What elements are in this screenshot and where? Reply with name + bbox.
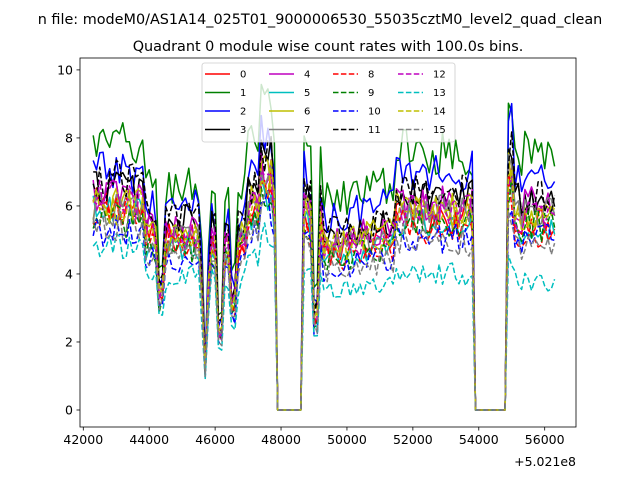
y-tick-label: 10 — [57, 62, 73, 77]
axes-title: Quadrant 0 module wise count rates with … — [133, 39, 524, 55]
legend-label: 13 — [433, 88, 446, 99]
legend-label: 1 — [240, 88, 246, 99]
y-tick-label: 6 — [65, 198, 73, 213]
legend-label: 6 — [304, 107, 310, 118]
x-axis: 42000 44000 46000 48000 50000 52000 54000 56000 — [63, 427, 565, 447]
x-tick-label: 48000 — [261, 432, 301, 447]
x-tick-label: 54000 — [459, 432, 499, 447]
x-tick-label: 52000 — [393, 432, 433, 447]
y-tick-label: 4 — [65, 266, 73, 281]
x-tick-label: 42000 — [63, 432, 103, 447]
legend-label: 4 — [304, 70, 310, 81]
x-tick-label: 56000 — [525, 432, 565, 447]
legend-frame — [201, 62, 456, 143]
plot-frame — [79, 57, 577, 428]
x-offset-label: +5.021e8 — [514, 454, 576, 469]
y-tick-label: 2 — [65, 334, 73, 349]
x-tick-label: 44000 — [129, 432, 169, 447]
y-tick-label: 0 — [65, 402, 73, 417]
x-tick-label: 46000 — [195, 432, 235, 447]
series-line-14 — [92, 158, 556, 411]
y-tick-label: 8 — [65, 130, 73, 145]
series-line-11 — [92, 131, 556, 411]
legend-label: 12 — [433, 70, 446, 81]
legend-label: 15 — [433, 125, 446, 136]
legend-label: 10 — [368, 107, 381, 118]
series-line-15 — [92, 190, 556, 411]
legend-label: 7 — [304, 125, 310, 136]
x-tick-label: 50000 — [327, 432, 367, 447]
series-layer — [92, 83, 556, 411]
legend-label: 5 — [304, 88, 310, 99]
y-axis: 0 2 4 6 8 10 — [57, 62, 80, 417]
legend-label: 9 — [368, 88, 374, 99]
legend-label: 8 — [368, 70, 374, 81]
figure-suptitle: n file: modeM0/AS1A14_025T01_9000006530_… — [38, 12, 603, 28]
legend-label: 0 — [240, 70, 246, 81]
legend-label: 14 — [433, 107, 446, 118]
legend-label: 11 — [368, 125, 381, 136]
legend-label: 2 — [240, 107, 246, 118]
legend-label: 3 — [240, 125, 246, 136]
